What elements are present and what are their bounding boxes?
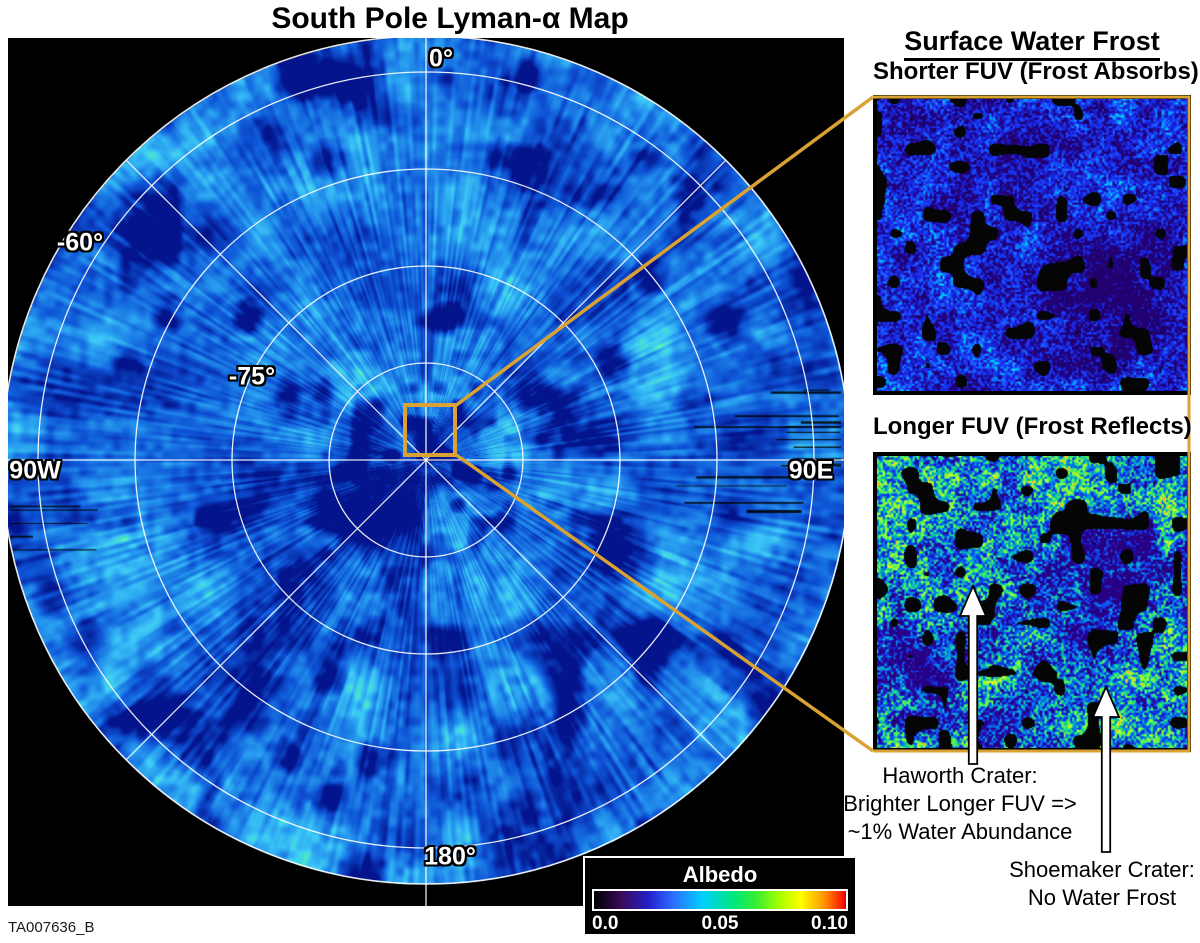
- inset-longer-fuv-canvas: [877, 456, 1187, 748]
- figure-id: TA007636_B: [8, 919, 95, 936]
- shoemaker-line-1: Shoemaker Crater:: [1009, 857, 1195, 882]
- shorter-fuv-label: Shorter FUV (Frost Absorbs): [873, 58, 1199, 85]
- haworth-line-1: Haworth Crater:: [882, 763, 1038, 788]
- colorbar-tick-min: 0.0: [592, 913, 619, 934]
- haworth-annotation: Haworth Crater: Brighter Longer FUV => ~…: [830, 762, 1090, 846]
- frost-heading-text: Surface Water Frost: [904, 26, 1160, 61]
- colorbar-ticks: 0.0 0.05 0.10: [592, 913, 848, 935]
- colorbar-gradient: [592, 889, 848, 911]
- haworth-line-2: Brighter Longer FUV =>: [843, 791, 1077, 816]
- map-grid: [8, 38, 844, 906]
- page-title: South Pole Lyman-α Map: [271, 2, 629, 35]
- colorbar-tick-max: 0.10: [811, 913, 848, 934]
- label-lat-75: -75°: [228, 362, 276, 391]
- frost-panel-heading: Surface Water Frost: [873, 26, 1191, 61]
- polar-map: [8, 38, 844, 906]
- colorbar: Albedo 0.0 0.05 0.10: [583, 856, 857, 936]
- label-lat-60: -60°: [56, 228, 104, 257]
- shoemaker-line-2: No Water Frost: [1027, 885, 1177, 910]
- colorbar-title: Albedo: [682, 862, 758, 887]
- inset-shorter-fuv: [873, 95, 1191, 395]
- inset-longer-fuv: [873, 452, 1191, 752]
- shoemaker-annotation: Shoemaker Crater: No Water Frost: [972, 856, 1200, 912]
- inset-shorter-fuv-canvas: [877, 99, 1187, 391]
- longer-fuv-label: Longer FUV (Frost Reflects): [873, 413, 1192, 440]
- label-lon-180: 180°: [424, 842, 476, 871]
- label-lon-0: 0°: [429, 44, 453, 73]
- haworth-line-3: ~1% Water Abundance: [847, 819, 1073, 844]
- colorbar-tick-mid: 0.05: [701, 913, 739, 934]
- label-lon-90w: 90W: [9, 456, 61, 485]
- label-lon-90e: 90E: [788, 456, 834, 485]
